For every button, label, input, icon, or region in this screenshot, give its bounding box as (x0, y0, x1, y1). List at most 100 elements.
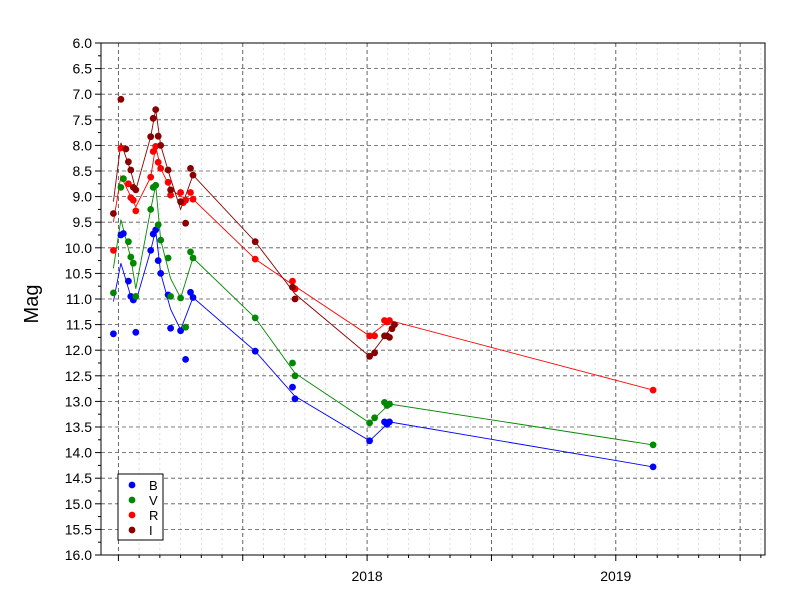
y-axis-title: Mag (21, 285, 43, 324)
point-V (129, 259, 137, 267)
point-I (386, 334, 393, 341)
point-V (177, 294, 185, 302)
data-points (110, 95, 657, 471)
point-R (147, 173, 155, 181)
point-R (132, 207, 140, 215)
point-I (132, 186, 140, 194)
trend-line-I (112, 109, 395, 357)
point-I (187, 165, 194, 172)
point-R (386, 317, 393, 324)
y-tick-label: 10.0 (65, 240, 92, 256)
point-I (289, 283, 296, 291)
point-R (154, 158, 162, 166)
y-tick-label: 14.0 (65, 445, 92, 461)
y-axis-tick-labels: 6.0 6.5 7.0 7.5 8.0 8.5 9.0 9.5 10.0 10.5 11.0 11.5… (65, 35, 92, 563)
point-B (386, 418, 393, 426)
point-V (154, 221, 162, 229)
point-V (649, 441, 657, 449)
x-axis-ticks (117, 555, 762, 561)
point-V (127, 253, 135, 261)
y-tick-label: 8.5 (73, 163, 93, 179)
trend-lines (112, 109, 654, 468)
point-R (129, 196, 137, 204)
point-I (117, 95, 125, 103)
y-axis-ticks (95, 42, 101, 556)
y-tick-label: 9.5 (73, 214, 93, 230)
legend-box (117, 473, 164, 541)
point-V (182, 323, 190, 331)
minor-grid (138, 43, 762, 555)
legend-label-R: R (149, 508, 158, 523)
point-I (167, 186, 175, 194)
point-B (177, 327, 185, 335)
point-I (110, 210, 117, 217)
y-tick-label: 12.5 (65, 368, 92, 384)
y-tick-label: 12.0 (65, 342, 92, 358)
point-R (164, 178, 172, 186)
y-tick-label: 14.5 (65, 470, 92, 486)
point-R (149, 148, 157, 155)
trend-line-V (112, 185, 654, 446)
y-tick-label: 9.0 (73, 189, 93, 205)
point-I (371, 349, 378, 357)
point-V (291, 372, 299, 380)
point-B (182, 356, 190, 363)
point-V (132, 293, 140, 300)
point-R (366, 332, 373, 340)
point-I (122, 145, 130, 153)
point-V (187, 248, 194, 256)
legend-label-I: I (149, 523, 153, 538)
point-R (649, 386, 657, 394)
legend-marker-B (128, 481, 136, 489)
point-B (167, 324, 175, 332)
point-I (147, 133, 155, 141)
point-I (391, 321, 398, 328)
point-I (154, 132, 162, 140)
point-R (371, 332, 378, 340)
x-axis-tick-labels: 2018 2019 (352, 568, 632, 584)
point-V (386, 400, 393, 408)
y-tick-label: 6.5 (73, 61, 93, 77)
point-B (152, 226, 160, 234)
point-I (291, 295, 299, 303)
point-R (187, 189, 194, 196)
y-tick-label: 7.5 (73, 112, 93, 128)
y-tick-label: 16.0 (65, 547, 92, 563)
legend-label-V: V (149, 493, 158, 508)
y-tick-label: 13.0 (65, 393, 92, 409)
point-B (366, 437, 373, 445)
point-R (289, 277, 296, 285)
point-V (371, 414, 378, 422)
point-B (154, 257, 162, 264)
point-I (366, 352, 373, 360)
point-B (157, 270, 165, 277)
point-I (189, 171, 197, 179)
point-V (124, 238, 132, 246)
point-I (127, 166, 135, 174)
point-I (152, 106, 160, 113)
point-I (164, 166, 172, 174)
point-R (157, 165, 165, 172)
point-I (251, 238, 259, 246)
point-V (110, 289, 117, 297)
point-V (152, 181, 160, 189)
y-tick-label: 8.0 (73, 137, 93, 153)
point-V (164, 254, 172, 262)
point-I (124, 158, 132, 166)
y-tick-label: 13.5 (65, 419, 92, 435)
point-B (291, 395, 299, 403)
point-V (289, 359, 296, 367)
point-V (147, 206, 155, 213)
point-R (110, 247, 117, 254)
point-B (120, 230, 127, 237)
point-I (149, 114, 157, 122)
y-tick-label: 15.5 (65, 521, 92, 537)
point-R (177, 189, 185, 196)
point-I (177, 198, 185, 206)
point-B (110, 330, 117, 338)
point-B (189, 294, 197, 301)
point-R (167, 191, 175, 199)
point-V (251, 314, 259, 322)
x-tick-label: 2018 (352, 568, 383, 584)
point-B (251, 347, 259, 355)
